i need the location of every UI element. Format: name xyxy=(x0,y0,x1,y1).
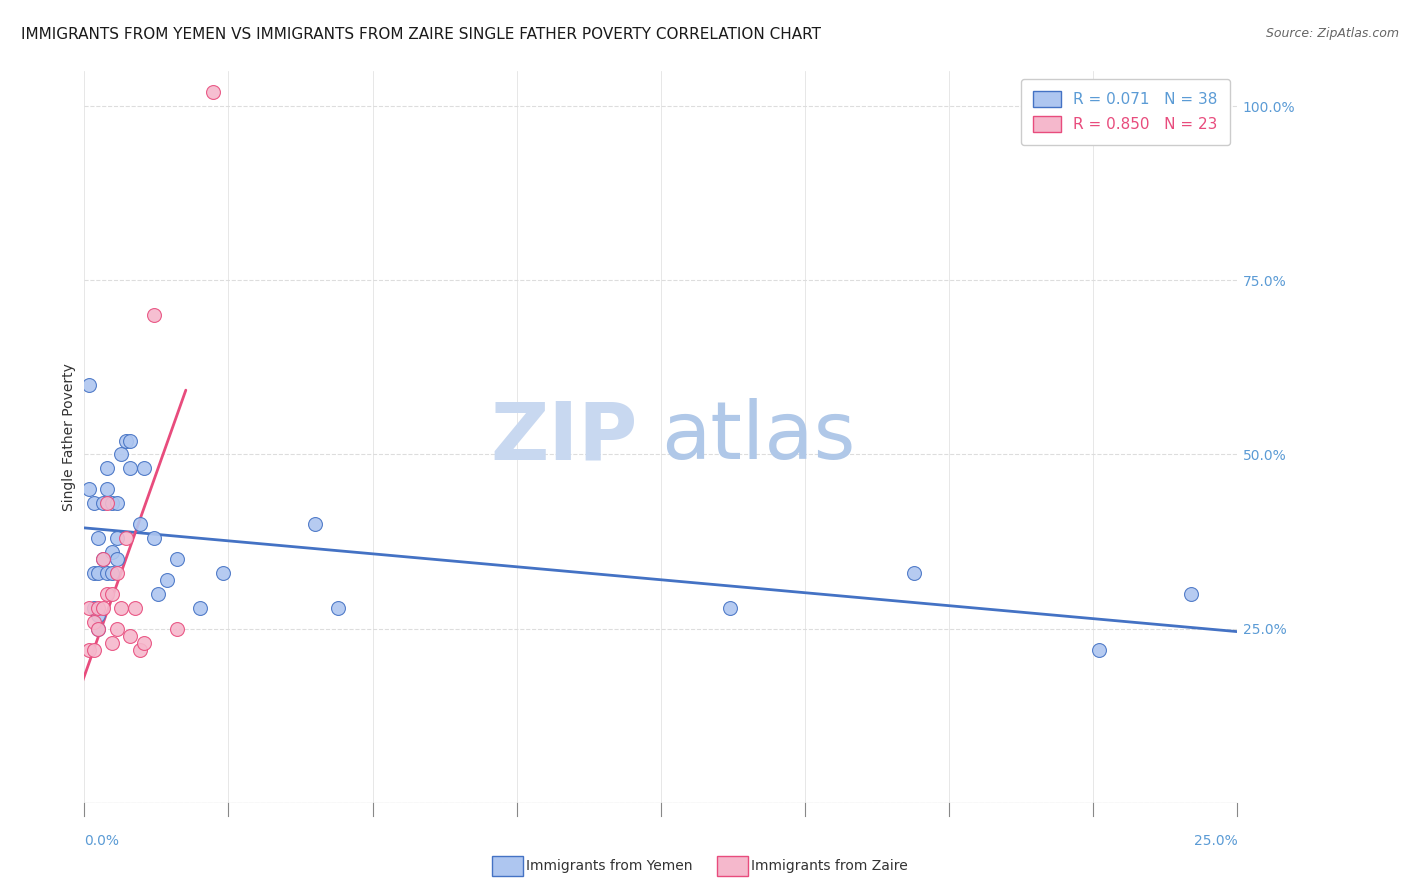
Point xyxy=(91,552,114,566)
Point xyxy=(101,496,124,510)
Text: ZIP: ZIP xyxy=(491,398,638,476)
Point xyxy=(83,615,105,629)
Point xyxy=(96,566,118,580)
Point xyxy=(156,573,179,587)
Point xyxy=(211,566,233,580)
Point xyxy=(83,600,105,615)
Point xyxy=(115,531,138,545)
Point xyxy=(1180,587,1202,601)
Point xyxy=(87,607,110,622)
Point xyxy=(128,517,150,532)
Point xyxy=(142,308,165,322)
Point xyxy=(96,483,118,497)
Legend: R = 0.071   N = 38, R = 0.850   N = 23: R = 0.071 N = 38, R = 0.850 N = 23 xyxy=(1021,79,1230,145)
Point xyxy=(128,642,150,657)
Point xyxy=(101,587,124,601)
Point xyxy=(101,635,124,649)
Point xyxy=(91,552,114,566)
Point xyxy=(903,566,925,580)
Point xyxy=(120,434,142,448)
Point xyxy=(120,629,142,643)
Point xyxy=(718,600,741,615)
Text: IMMIGRANTS FROM YEMEN VS IMMIGRANTS FROM ZAIRE SINGLE FATHER POVERTY CORRELATION: IMMIGRANTS FROM YEMEN VS IMMIGRANTS FROM… xyxy=(21,27,821,42)
Point xyxy=(77,642,100,657)
Point xyxy=(120,461,142,475)
Point xyxy=(124,600,146,615)
Point xyxy=(87,600,110,615)
Point xyxy=(96,461,118,475)
Text: atlas: atlas xyxy=(661,398,855,476)
Point xyxy=(83,642,105,657)
Text: Immigrants from Zaire: Immigrants from Zaire xyxy=(751,859,907,873)
Point xyxy=(96,587,118,601)
Point xyxy=(87,531,110,545)
Point xyxy=(202,85,225,99)
Point xyxy=(105,566,128,580)
Point xyxy=(96,496,118,510)
Y-axis label: Single Father Poverty: Single Father Poverty xyxy=(62,363,76,511)
Point xyxy=(105,496,128,510)
Text: Source: ZipAtlas.com: Source: ZipAtlas.com xyxy=(1265,27,1399,40)
Point xyxy=(83,566,105,580)
Text: 25.0%: 25.0% xyxy=(1194,834,1237,848)
Point xyxy=(1088,642,1111,657)
Point xyxy=(87,622,110,636)
Point xyxy=(87,622,110,636)
Point xyxy=(77,377,100,392)
Point xyxy=(326,600,349,615)
Point xyxy=(105,552,128,566)
Point xyxy=(101,545,124,559)
Text: Immigrants from Yemen: Immigrants from Yemen xyxy=(526,859,692,873)
Point xyxy=(87,566,110,580)
Point xyxy=(91,600,114,615)
Point xyxy=(110,448,132,462)
Point xyxy=(77,600,100,615)
Point xyxy=(115,434,138,448)
Point xyxy=(146,587,169,601)
Point xyxy=(91,496,114,510)
Point xyxy=(105,622,128,636)
Point xyxy=(83,496,105,510)
Point xyxy=(110,600,132,615)
Point xyxy=(166,622,188,636)
Point xyxy=(304,517,326,532)
Point xyxy=(134,635,156,649)
Point xyxy=(188,600,211,615)
Point xyxy=(105,531,128,545)
Point xyxy=(134,461,156,475)
Text: 0.0%: 0.0% xyxy=(84,834,120,848)
Point xyxy=(166,552,188,566)
Point xyxy=(142,531,165,545)
Point xyxy=(101,566,124,580)
Point xyxy=(77,483,100,497)
